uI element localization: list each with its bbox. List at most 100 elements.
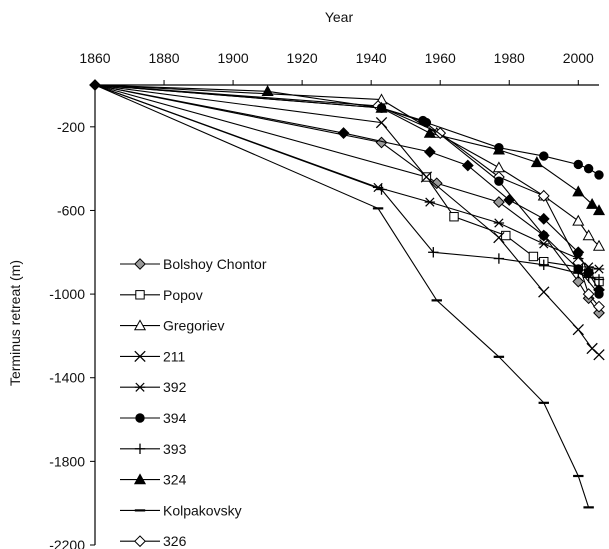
legend-label: 324 <box>163 472 187 488</box>
data-point <box>538 239 549 249</box>
legend-item: 393 <box>120 441 187 457</box>
series-line <box>94 84 600 281</box>
series-line <box>94 84 600 247</box>
data-point <box>430 177 443 190</box>
x-tick-label: 1920 <box>287 50 318 66</box>
legend-item: 326 <box>120 533 187 549</box>
legend-swatch-marker <box>135 290 145 300</box>
series-211 <box>94 84 605 361</box>
legend-label: 211 <box>163 348 186 364</box>
data-point <box>593 349 605 361</box>
legend-label: Gregoriev <box>163 318 224 334</box>
y-tick-label: -1400 <box>49 370 85 386</box>
data-point <box>594 170 604 180</box>
data-point <box>461 159 474 172</box>
legend-swatch-marker <box>135 413 145 423</box>
marker-x-stroke <box>420 171 433 183</box>
data-point <box>538 286 550 298</box>
legend-swatch-marker <box>134 382 146 392</box>
x-axis-title: Year <box>325 9 354 25</box>
legend-item: 392 <box>120 379 187 395</box>
series-393 <box>94 84 605 285</box>
legend-label: 326 <box>163 533 187 549</box>
data-point <box>537 189 550 202</box>
data-point <box>376 103 387 113</box>
legend-item: 211 <box>120 348 186 364</box>
legend-label: Popov <box>163 287 203 303</box>
x-tick-label: 1900 <box>218 50 249 66</box>
series-gregoriev <box>94 84 606 251</box>
legend-label: 392 <box>163 379 187 395</box>
series-326 <box>94 84 605 313</box>
data-point <box>572 246 585 259</box>
data-point <box>492 161 505 173</box>
data-point <box>493 218 505 228</box>
series-line <box>94 84 600 176</box>
data-point <box>539 230 549 241</box>
origin-point <box>89 79 101 91</box>
data-point <box>449 212 459 222</box>
x-tick-label: 1940 <box>356 50 387 66</box>
legend-item: Bolshoy Chontor <box>120 256 267 272</box>
data-point <box>493 253 505 264</box>
legend-label: 394 <box>163 410 187 426</box>
marker-x-stroke <box>586 342 598 355</box>
data-point <box>418 115 428 126</box>
legend: Bolshoy Chontor Popov Gregoriev 211 392 394 39… <box>120 256 267 549</box>
data-point <box>424 197 436 207</box>
data-point <box>593 284 605 296</box>
data-point <box>528 251 539 262</box>
data-point <box>583 163 594 174</box>
marker-x-stroke <box>593 349 605 361</box>
data-point <box>573 264 583 274</box>
legend-swatch-marker <box>134 443 146 454</box>
data-point <box>572 185 585 197</box>
y-tick-label: -600 <box>57 202 85 218</box>
legend-swatch-marker <box>134 350 146 363</box>
series-bolshoy-chontor <box>94 84 605 319</box>
x-tick-label: 1980 <box>494 50 525 66</box>
series-line <box>94 84 600 314</box>
data-point <box>423 146 436 158</box>
data-point <box>538 259 549 271</box>
legend-label: Bolshoy Chontor <box>163 256 267 272</box>
marker-x-stroke <box>538 286 550 298</box>
data-point <box>573 159 583 170</box>
data-point <box>428 247 439 258</box>
legend-label: 393 <box>163 441 187 457</box>
x-tick-label: 1960 <box>425 50 456 66</box>
y-tick-label: -2200 <box>49 537 85 549</box>
data-point <box>572 275 585 288</box>
data-point <box>593 300 605 313</box>
legend-item: Popov <box>120 287 203 303</box>
data-point <box>420 171 433 183</box>
marker-x-stroke <box>493 231 505 244</box>
data-point <box>592 204 606 216</box>
data-point <box>261 85 274 96</box>
series-394 <box>94 84 604 180</box>
series-324 <box>94 84 606 216</box>
data-point <box>592 239 606 251</box>
data-point <box>537 212 550 225</box>
series-kolpakovsky <box>94 84 594 509</box>
data-point <box>539 151 549 161</box>
legend-swatch-marker <box>134 258 146 270</box>
data-point <box>593 264 605 274</box>
marker-x-stroke <box>134 350 146 363</box>
x-tick-label: 2000 <box>563 50 594 66</box>
series-unlabeled-11 <box>94 84 605 296</box>
data-point <box>572 323 584 336</box>
data-point <box>582 288 595 300</box>
legend-item: 324 <box>120 472 187 488</box>
y-axis-title: Terminus retreat (m) <box>7 260 23 386</box>
data-point <box>593 274 605 285</box>
legend-item: 394 <box>120 410 187 426</box>
y-tick-label: -1800 <box>49 453 85 469</box>
series-layer <box>89 79 606 509</box>
data-point <box>492 143 505 155</box>
marker-x-stroke <box>375 116 388 129</box>
x-tick-label: 1860 <box>79 50 110 66</box>
data-point <box>493 231 505 244</box>
